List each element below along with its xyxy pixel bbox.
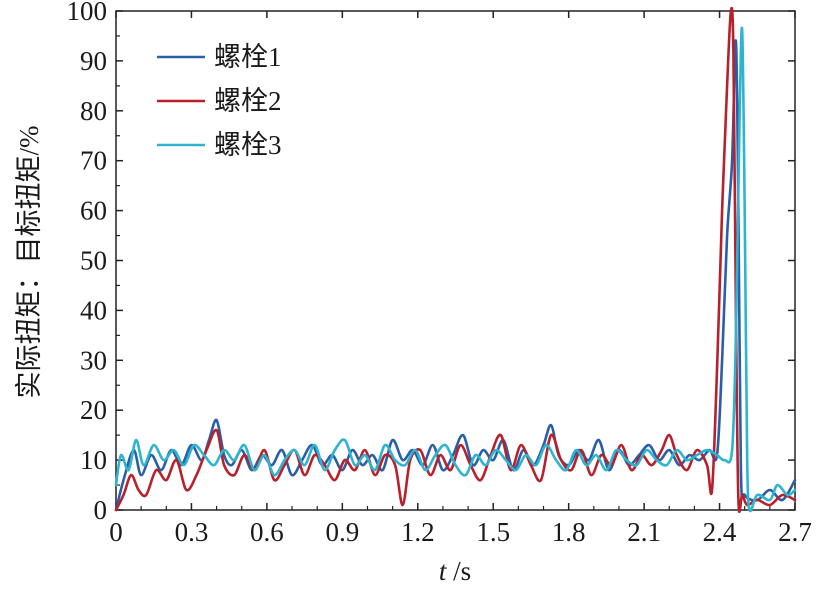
series-line-1 bbox=[114, 39, 797, 512]
y-axis-ticks: 0 10 20 30 40 50 60 70 80 90 100 bbox=[67, 0, 795, 525]
y-tick-label: 60 bbox=[80, 196, 107, 226]
y-tick-label: 100 bbox=[67, 0, 108, 26]
y-tick-label: 80 bbox=[80, 96, 107, 126]
x-tick-label: 0.9 bbox=[325, 517, 359, 547]
y-tick-label: 20 bbox=[80, 395, 107, 425]
y-axis-label: 实际扭矩：目标扭矩/% bbox=[14, 126, 44, 399]
y-tick-label: 50 bbox=[80, 246, 107, 276]
x-tick-label: 1.2 bbox=[401, 517, 435, 547]
y-tick-label: 10 bbox=[80, 445, 107, 475]
legend-label-series-2: 螺栓2 bbox=[214, 86, 282, 116]
y-tick-label: 40 bbox=[80, 295, 107, 325]
x-tick-label: 1.8 bbox=[552, 517, 586, 547]
legend: 螺栓1 螺栓2 螺栓3 bbox=[157, 42, 282, 160]
x-tick-label: 2.1 bbox=[627, 517, 661, 547]
y-tick-label: 90 bbox=[80, 46, 107, 76]
series-line-3 bbox=[114, 26, 797, 513]
series-line-2 bbox=[114, 6, 797, 513]
x-axis-label: t /s bbox=[439, 556, 471, 586]
x-tick-label: 1.5 bbox=[476, 517, 510, 547]
series-lines bbox=[114, 6, 797, 513]
x-tick-label: 0 bbox=[109, 517, 123, 547]
x-axis-ticks: 0 0.3 0.6 0.9 1.2 1.5 1.8 2.1 2.4 2.7 bbox=[109, 11, 812, 547]
legend-label-series-3: 螺栓3 bbox=[214, 130, 282, 160]
y-tick-label: 0 bbox=[94, 495, 108, 525]
y-tick-label: 70 bbox=[80, 146, 107, 176]
legend-label-series-1: 螺栓1 bbox=[214, 42, 282, 72]
x-tick-label: 2.7 bbox=[778, 517, 812, 547]
x-tick-label: 2.4 bbox=[703, 517, 737, 547]
x-tick-label: 0.6 bbox=[250, 517, 284, 547]
y-tick-label: 30 bbox=[80, 345, 107, 375]
x-tick-label: 0.3 bbox=[175, 517, 209, 547]
